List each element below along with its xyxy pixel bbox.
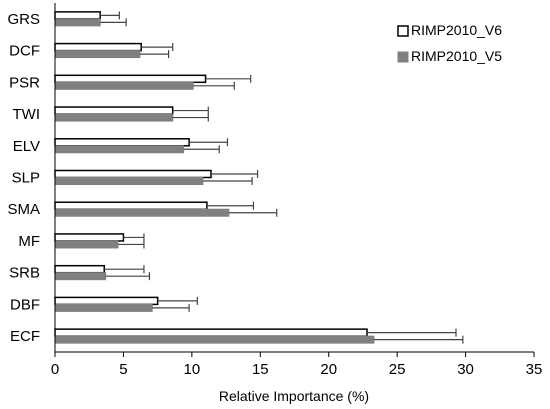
error-bars-group <box>100 11 464 344</box>
x-axis-ticks: 0 5 10 15 20 25 30 35 <box>51 352 543 378</box>
category-label-dcf: DCF <box>9 43 40 60</box>
category-label-grs: GRS <box>7 11 40 28</box>
bar-elv-rimp2010-v5 <box>54 145 185 154</box>
bar-srb-rimp2010-v6 <box>54 264 106 274</box>
bar-dcf-rimp2010-v6 <box>54 42 142 52</box>
bar-psr-rimp2010-v5 <box>54 81 194 90</box>
bar-slp-rimp2010-v5 <box>54 177 204 185</box>
x-tick-label-25: 25 <box>389 361 406 378</box>
x-tick-label-0: 0 <box>51 361 59 378</box>
category-label-twi: TWI <box>13 106 41 123</box>
category-label-psr: PSR <box>9 74 40 91</box>
category-label-mf: MF <box>18 233 40 250</box>
legend-swatch-v5 <box>397 51 409 63</box>
bar-psr-rimp2010-v6 <box>54 74 207 84</box>
bar-sma-rimp2010-v5 <box>54 208 230 217</box>
category-label-slp: SLP <box>12 170 40 187</box>
bar-grs-rimp2010-v6 <box>54 11 101 20</box>
bars-group <box>54 11 375 344</box>
legend-label-v5: RIMP2010_V5 <box>411 48 502 64</box>
bar-sma-rimp2010-v6 <box>54 201 208 210</box>
legend-label-v6: RIMP2010_V6 <box>411 22 502 38</box>
bar-srb-rimp2010-v5 <box>54 272 107 281</box>
category-label-dbf: DBF <box>10 296 40 313</box>
x-tick-label-35: 35 <box>526 361 543 378</box>
bar-dbf-rimp2010-v6 <box>54 296 159 306</box>
legend: RIMP2010_V6 RIMP2010_V5 <box>397 22 502 64</box>
x-tick-label-5: 5 <box>119 361 127 378</box>
category-labels: GRS DCF PSR TWI ELV SLP SMA MF SRB DBF ECF <box>7 11 40 345</box>
bar-grs-rimp2010-v5 <box>54 18 101 27</box>
bar-dcf-rimp2010-v5 <box>54 50 141 59</box>
category-label-ecf: ECF <box>10 328 40 345</box>
bar-twi-rimp2010-v6 <box>54 106 174 115</box>
x-tick-label-30: 30 <box>457 361 474 378</box>
bar-slp-rimp2010-v6 <box>54 169 212 179</box>
bar-mf-rimp2010-v6 <box>54 233 125 242</box>
category-label-elv: ELV <box>13 138 40 155</box>
x-axis-title: Relative Importance (%) <box>219 388 369 404</box>
bar-ecf-rimp2010-v5 <box>54 335 375 344</box>
x-tick-label-15: 15 <box>252 361 269 378</box>
category-label-srb: SRB <box>9 265 40 282</box>
bar-mf-rimp2010-v5 <box>54 240 119 249</box>
bar-elv-rimp2010-v6 <box>54 138 190 147</box>
bar-dbf-rimp2010-v5 <box>54 303 153 312</box>
bar-twi-rimp2010-v5 <box>54 113 174 122</box>
x-tick-label-20: 20 <box>320 361 337 378</box>
bar-ecf-rimp2010-v6 <box>54 328 368 337</box>
category-label-sma: SMA <box>7 201 40 218</box>
legend-swatch-v6 <box>397 25 409 37</box>
x-tick-label-10: 10 <box>184 361 201 378</box>
